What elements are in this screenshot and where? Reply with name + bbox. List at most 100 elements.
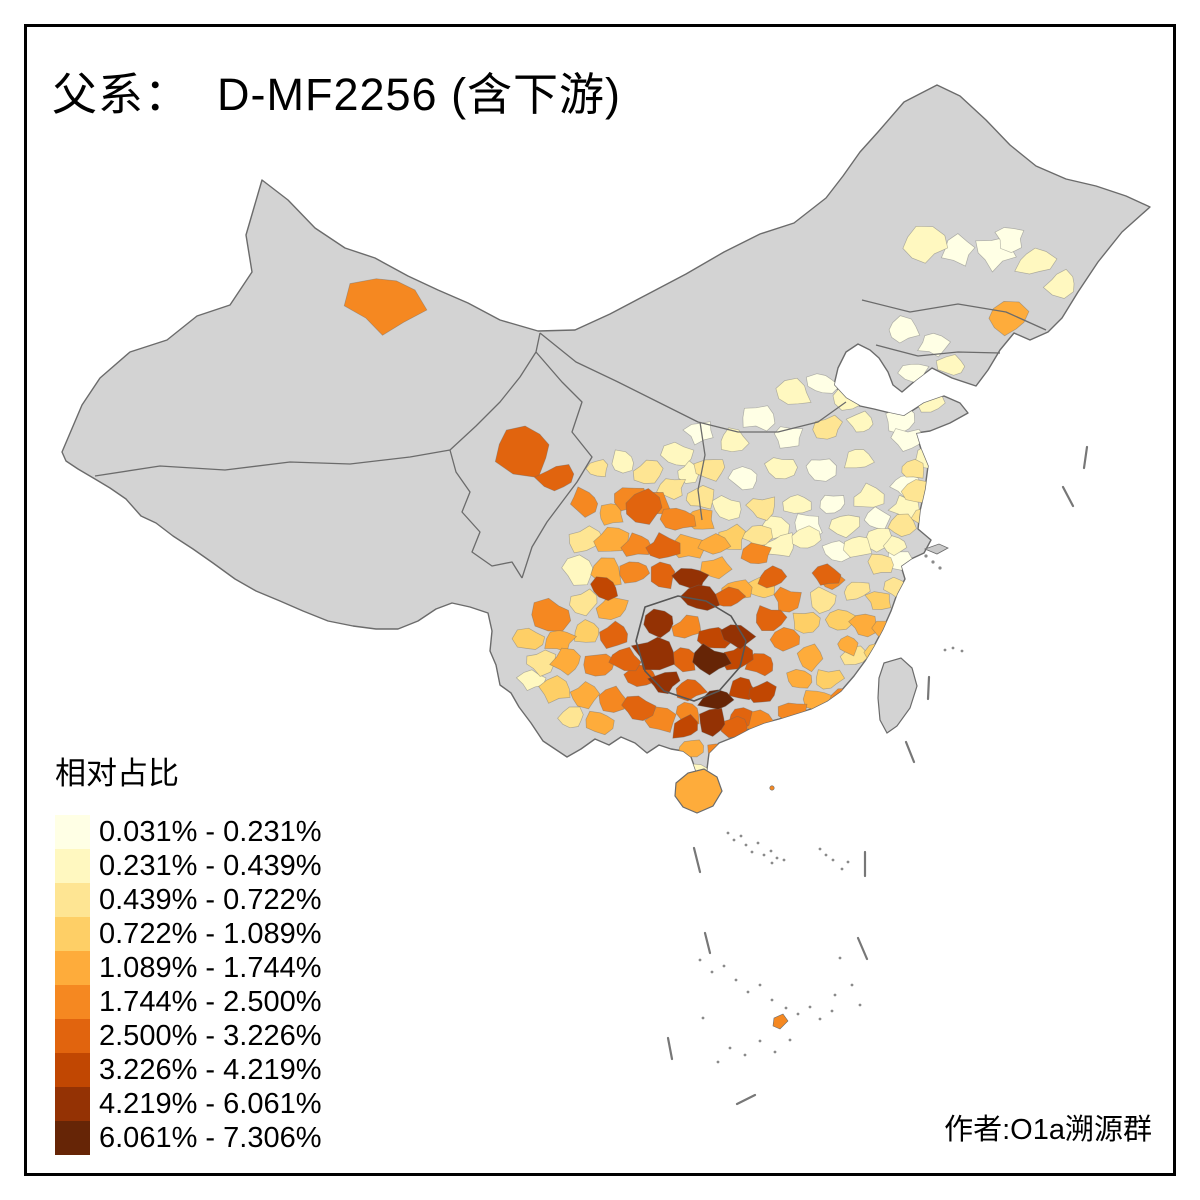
prefecture-region xyxy=(549,647,581,676)
prefecture-region xyxy=(693,459,726,482)
prefecture-region xyxy=(719,715,748,739)
prefecture-region xyxy=(531,597,572,632)
legend-row: 6.061% - 7.306% xyxy=(55,1121,321,1155)
prefecture-region xyxy=(843,581,871,601)
prefecture-region xyxy=(561,554,594,586)
prefecture-region xyxy=(791,525,822,549)
prefecture-region xyxy=(593,526,630,552)
legend-swatch xyxy=(55,849,90,883)
province-borders xyxy=(94,299,1047,579)
prefecture-region xyxy=(585,710,615,736)
prefecture-region xyxy=(533,464,575,492)
prefecture-region xyxy=(598,685,628,713)
prefecture-region xyxy=(569,486,599,518)
prefecture-region xyxy=(621,695,657,721)
prefecture-region xyxy=(745,496,776,521)
prefecture-region xyxy=(837,635,859,657)
prefecture-region xyxy=(557,706,584,729)
prefecture-region xyxy=(844,449,875,469)
prefecture-region xyxy=(700,556,733,580)
prefecture-region xyxy=(611,449,634,474)
legend-swatch xyxy=(55,1053,90,1087)
prefecture-region xyxy=(792,611,821,634)
legend-row: 1.089% - 1.744% xyxy=(55,951,321,985)
prefecture-region xyxy=(568,525,606,554)
legend-label: 1.744% - 2.500% xyxy=(99,985,322,1018)
prefecture-region xyxy=(595,596,629,621)
prefecture-region xyxy=(843,536,873,558)
legend-label: 0.031% - 0.231% xyxy=(99,815,322,848)
legend-label: 6.061% - 7.306% xyxy=(99,1121,322,1154)
prefecture-region xyxy=(727,466,758,491)
prefecture-region xyxy=(848,613,877,638)
legend-label: 0.231% - 0.439% xyxy=(99,849,322,882)
legend-swatch xyxy=(55,815,90,849)
prefecture-region xyxy=(574,619,600,643)
prefecture-region xyxy=(590,576,619,601)
legend-label: 0.722% - 1.089% xyxy=(99,917,322,950)
prefecture-region xyxy=(697,533,732,555)
prefecture-region xyxy=(682,421,714,446)
prefecture-region xyxy=(583,653,616,677)
prefecture-region xyxy=(650,561,676,590)
prefecture-region xyxy=(845,410,874,433)
prefecture-region xyxy=(935,354,966,376)
prefecture-region xyxy=(755,605,788,632)
prefecture-region xyxy=(645,532,681,560)
prefecture-region xyxy=(660,441,695,467)
prefecture-region xyxy=(1014,247,1058,275)
prefecture-region xyxy=(644,706,677,733)
prefecture-region xyxy=(696,689,735,710)
legend-row: 1.744% - 2.500% xyxy=(55,985,321,1019)
prefecture-region xyxy=(675,678,709,702)
prefecture-region xyxy=(720,624,757,650)
prefecture-region xyxy=(742,405,776,432)
legend-row: 3.226% - 4.219% xyxy=(55,1053,321,1087)
prefecture-region xyxy=(757,565,788,589)
prefecture-region xyxy=(773,426,804,449)
legend-row: 0.722% - 1.089% xyxy=(55,917,321,951)
prefecture-region xyxy=(343,278,428,336)
sea-island-specks xyxy=(698,554,964,1064)
prefecture-region xyxy=(882,535,908,557)
prefecture-region xyxy=(619,561,651,584)
prefecture-region xyxy=(699,707,726,737)
prefecture-region xyxy=(713,586,747,607)
prefecture-region xyxy=(740,542,772,565)
prefecture-region xyxy=(824,609,857,631)
prefecture-region xyxy=(810,586,837,615)
spratly-colored-island xyxy=(772,1013,789,1030)
plot-frame-border xyxy=(24,24,1176,1176)
prefecture-region xyxy=(805,373,841,394)
prefecture-region xyxy=(853,482,885,508)
prefecture-region xyxy=(867,553,894,575)
prefecture-region xyxy=(819,494,846,514)
legend-swatch xyxy=(55,917,90,951)
legend-label: 1.089% - 1.744% xyxy=(99,951,322,984)
pratas-island xyxy=(769,785,775,791)
legend-swatch xyxy=(55,985,90,1019)
prefecture-region xyxy=(685,485,715,510)
legend-row: 0.031% - 0.231% xyxy=(55,815,321,849)
prefecture-region xyxy=(659,507,697,531)
prefecture-region xyxy=(764,457,798,480)
legend-label: 4.219% - 6.061% xyxy=(99,1087,322,1120)
prefecture-region xyxy=(864,591,892,610)
colored-sea-islands xyxy=(769,785,789,1030)
prefecture-region xyxy=(494,425,550,478)
prefecture-region xyxy=(786,669,813,689)
legend-title: 相对占比 xyxy=(55,756,179,791)
prefecture-region xyxy=(625,488,663,525)
legend: 相对占比 0.031% - 0.231% 0.231% - 0.439% 0.4… xyxy=(55,748,321,1155)
prefecture-region xyxy=(748,680,777,703)
prefecture-region xyxy=(646,671,681,695)
guizhou-province-outline xyxy=(635,595,747,702)
prefecture-region xyxy=(608,646,642,672)
prefecture-region xyxy=(526,649,557,677)
prefecture-region xyxy=(620,532,652,557)
legend-row: 0.439% - 0.722% xyxy=(55,883,321,917)
prefecture-region xyxy=(796,643,824,673)
prefecture-region xyxy=(599,620,628,650)
prefecture-region xyxy=(672,713,698,739)
